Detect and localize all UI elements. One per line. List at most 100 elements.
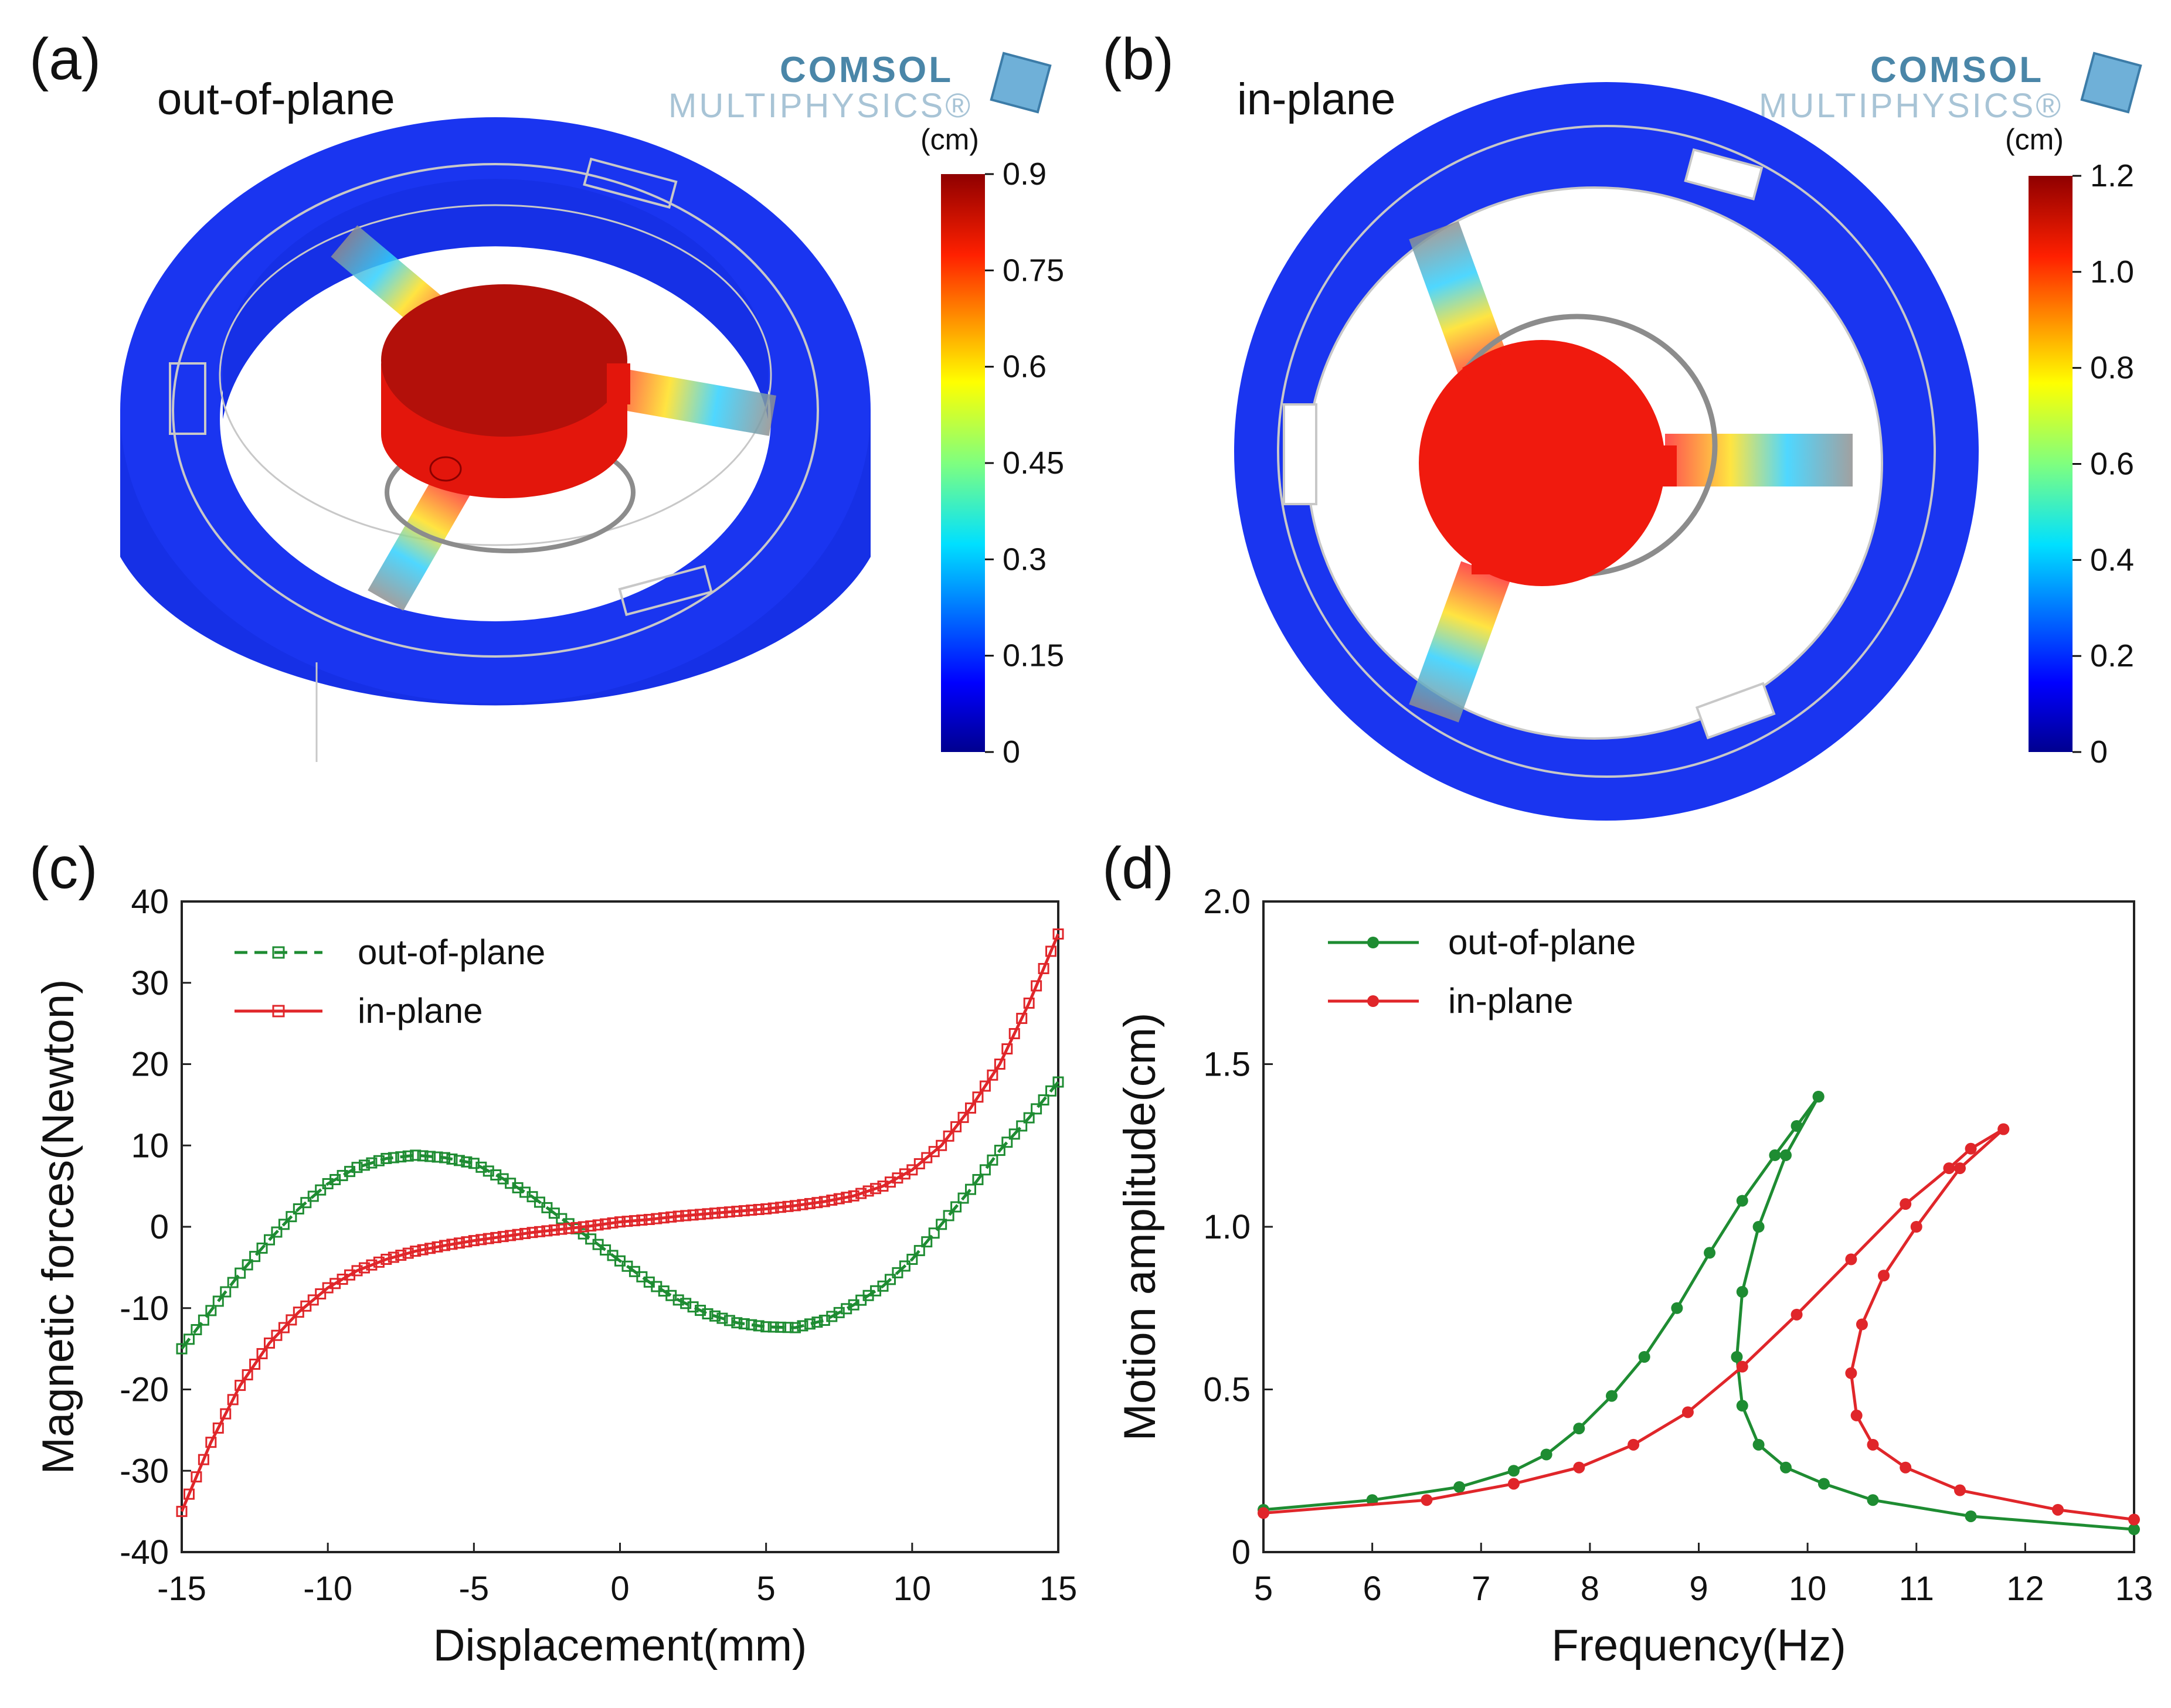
data-point (767, 1321, 779, 1333)
colorbar-tick-label: 0.6 (1003, 349, 1047, 385)
data-point (307, 1190, 319, 1202)
data-point (1016, 1120, 1028, 1132)
data-point (176, 1506, 188, 1518)
data-point (198, 1314, 209, 1326)
data-point (1023, 997, 1035, 1009)
colorbar-tick-label: 0.6 (2090, 447, 2134, 482)
panel-title-b: in-plane (1237, 74, 1395, 124)
data-point (278, 1219, 290, 1230)
data-point (300, 1300, 312, 1312)
data-point (2128, 1523, 2140, 1536)
data-point (760, 1203, 772, 1214)
data-point (534, 1226, 545, 1237)
data-point (1008, 1027, 1020, 1039)
data-point (1001, 1137, 1013, 1148)
data-point (1850, 1409, 1863, 1421)
data-point (1258, 1507, 1269, 1519)
data-point (198, 1454, 209, 1465)
data-point (643, 1214, 655, 1226)
data-point (723, 1206, 735, 1218)
data-point (936, 1219, 947, 1230)
chart-c: -15 -10 -5 0 5 10 15 -40 -30 -20 -10 0 10 20 30 40 Displ… (33, 883, 1077, 1670)
data-point (987, 1154, 998, 1166)
y-axis-label: Motion amplitude(cm) (1115, 1013, 1165, 1441)
y-tick-label: 0 (1232, 1533, 1251, 1571)
data-point (695, 1305, 706, 1316)
data-point (1812, 1091, 1825, 1103)
data-point (1867, 1494, 1879, 1506)
data-point (446, 1153, 458, 1165)
data-point (687, 1301, 699, 1313)
data-point (556, 1223, 568, 1235)
data-point (424, 1243, 436, 1254)
data-point (877, 1280, 889, 1292)
data-point (811, 1197, 823, 1209)
data-point (1681, 1406, 1694, 1418)
data-point (1954, 1162, 1966, 1175)
colorbar-tick-label: 0.3 (1003, 542, 1047, 577)
data-point (563, 1223, 575, 1234)
data-point (1038, 1094, 1049, 1106)
data-point (1900, 1461, 1912, 1474)
data-point (264, 1234, 275, 1246)
x-tick-label: -15 (157, 1570, 206, 1608)
data-point (804, 1197, 816, 1209)
series-line-out-of-plane (181, 1081, 1059, 1350)
data-point (293, 1203, 304, 1214)
data-point (212, 1295, 224, 1307)
x-tick-label: -10 (303, 1570, 352, 1608)
data-point (1791, 1308, 1803, 1321)
colorbar-tick-label: 0.4 (2090, 542, 2134, 577)
data-point (227, 1394, 239, 1406)
data-point (628, 1215, 640, 1227)
data-point (1001, 1043, 1013, 1054)
x-tick-label: 0 (610, 1570, 629, 1608)
y-tick-label: 30 (131, 964, 169, 1002)
data-point (212, 1422, 224, 1434)
data-point (388, 1152, 399, 1163)
series-line-in-plane (1849, 1128, 2135, 1521)
data-point (672, 1210, 684, 1222)
data-point (1052, 928, 1064, 940)
data-point (899, 1260, 910, 1272)
colorbar-tick-label: 0 (2090, 734, 2108, 770)
data-point (1752, 1221, 1765, 1233)
magnet-face-b (1419, 340, 1665, 586)
data-point (1628, 1438, 1640, 1451)
data-point (651, 1213, 662, 1224)
data-point (453, 1155, 465, 1166)
data-point (205, 1305, 217, 1316)
data-point (191, 1324, 202, 1336)
data-point (505, 1230, 517, 1241)
colorbar-tick-label: 1.2 (2090, 158, 2134, 193)
data-point (709, 1207, 721, 1219)
data-point (183, 1333, 195, 1345)
magnet-mass-a (381, 284, 636, 553)
data-point (315, 1184, 327, 1196)
x-tick-label: 7 (1472, 1570, 1490, 1608)
data-point (592, 1219, 604, 1231)
data-point (797, 1320, 808, 1332)
x-tick-label: 11 (1899, 1570, 1934, 1608)
x-tick-label: 12 (2006, 1570, 2044, 1608)
data-point (1817, 1478, 1830, 1490)
y-tick-label: 20 (131, 1046, 169, 1084)
data-point (1606, 1390, 1618, 1402)
comsol-logo-a: COMSOL MULTIPHYSICS® (668, 50, 1052, 125)
spring-b1 (1409, 221, 1511, 383)
panel-label-a: (a) (29, 26, 101, 92)
magnet-mass-b (1419, 314, 1718, 586)
data-point (738, 1318, 750, 1329)
data-point (1573, 1461, 1585, 1474)
data-point (979, 1080, 991, 1092)
panel-d: (d) 5 6 7 8 9 10 11 12 13 0 0.5 1.0 1.5 2.0 Frequency(… (1102, 835, 2153, 1670)
legend-label: out-of-plane (358, 933, 545, 972)
data-point (2128, 1513, 2140, 1526)
logo-cube-icon (990, 52, 1052, 114)
data-point (972, 1091, 984, 1103)
panel-label-b: (b) (1102, 26, 1174, 92)
colorbar-b: (cm) 1.2 1.0 0.8 0.6 0.4 0.2 0 (2005, 123, 2134, 770)
data-point (1421, 1494, 1433, 1506)
data-point (870, 1183, 882, 1195)
x-tick-label: -5 (459, 1570, 490, 1608)
